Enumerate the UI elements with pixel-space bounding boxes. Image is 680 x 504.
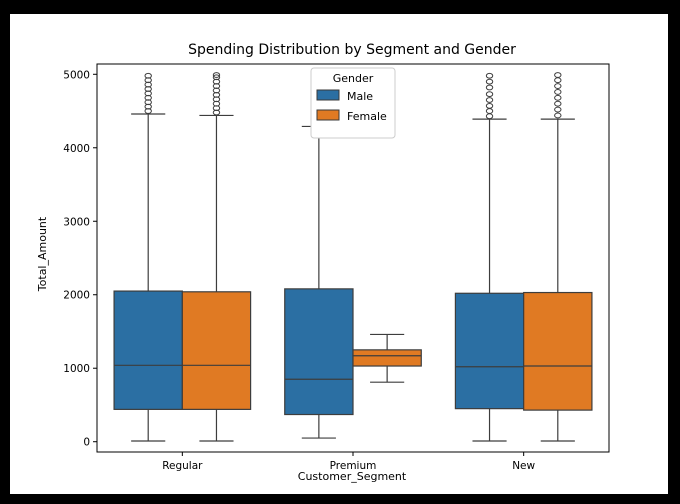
- legend-title: Gender: [333, 72, 374, 85]
- y-tick-label: 4000: [63, 143, 90, 155]
- chart-title: Spending Distribution by Segment and Gen…: [188, 42, 516, 58]
- box-female-regular: [181, 291, 252, 410]
- outlier-point-female: [212, 74, 221, 81]
- box-male-premium: [284, 288, 354, 416]
- outlier-point-male: [485, 78, 494, 85]
- legend-label-female: Female: [347, 110, 387, 123]
- outlier-point-female: [212, 72, 221, 78]
- outlier-point-female: [554, 112, 562, 119]
- x-tick-label: Premium: [330, 460, 377, 472]
- y-axis-label: Total_Amount: [36, 216, 49, 292]
- y-tick-label: 5000: [63, 69, 90, 81]
- y-tick-label: 1000: [63, 363, 90, 375]
- outlier-point-female: [554, 94, 562, 101]
- legend: Gender Male Female: [310, 67, 396, 139]
- y-tick-label: 3000: [63, 216, 90, 228]
- chart-svg: Spending Distribution by Segment and Gen…: [36, 42, 610, 483]
- chart-figure: Spending Distribution by Segment and Gen…: [10, 14, 668, 494]
- plot-area: 0 1000 2000 3000 4000 5000 Regular Premium New: [63, 69, 593, 472]
- outlier-point-male: [485, 102, 494, 109]
- y-tick-label: 0: [83, 437, 90, 449]
- outlier-point-female: [554, 89, 562, 95]
- outlier-point-male: [485, 97, 494, 103]
- legend-swatch-female: [316, 109, 340, 121]
- outlier-point-female: [554, 72, 562, 78]
- outlier-point-male: [485, 84, 494, 91]
- outlier-point-female: [554, 106, 562, 113]
- box-female-new: [523, 291, 593, 411]
- outlier-point-female: [554, 83, 562, 89]
- y-tick-label: 2000: [63, 290, 90, 302]
- outlier-point-male: [144, 72, 152, 79]
- x-axis-label: Customer_Segment: [298, 470, 407, 483]
- outlier-point-male: [485, 113, 494, 120]
- outlier-point-female: [554, 77, 562, 84]
- box-male-regular: [113, 290, 183, 410]
- plot-frame: [96, 63, 610, 453]
- outlier-point-male: [485, 108, 494, 114]
- legend-label-male: Male: [347, 90, 373, 103]
- outlier-point-female: [554, 100, 562, 107]
- x-tick-label: New: [512, 460, 535, 472]
- legend-swatch-male: [316, 89, 340, 101]
- box-male-new: [454, 292, 525, 410]
- outlier-point-male: [485, 91, 494, 98]
- outlier-point-male: [485, 72, 494, 79]
- box-female-premium: [352, 349, 422, 367]
- x-tick-label: Regular: [162, 460, 203, 472]
